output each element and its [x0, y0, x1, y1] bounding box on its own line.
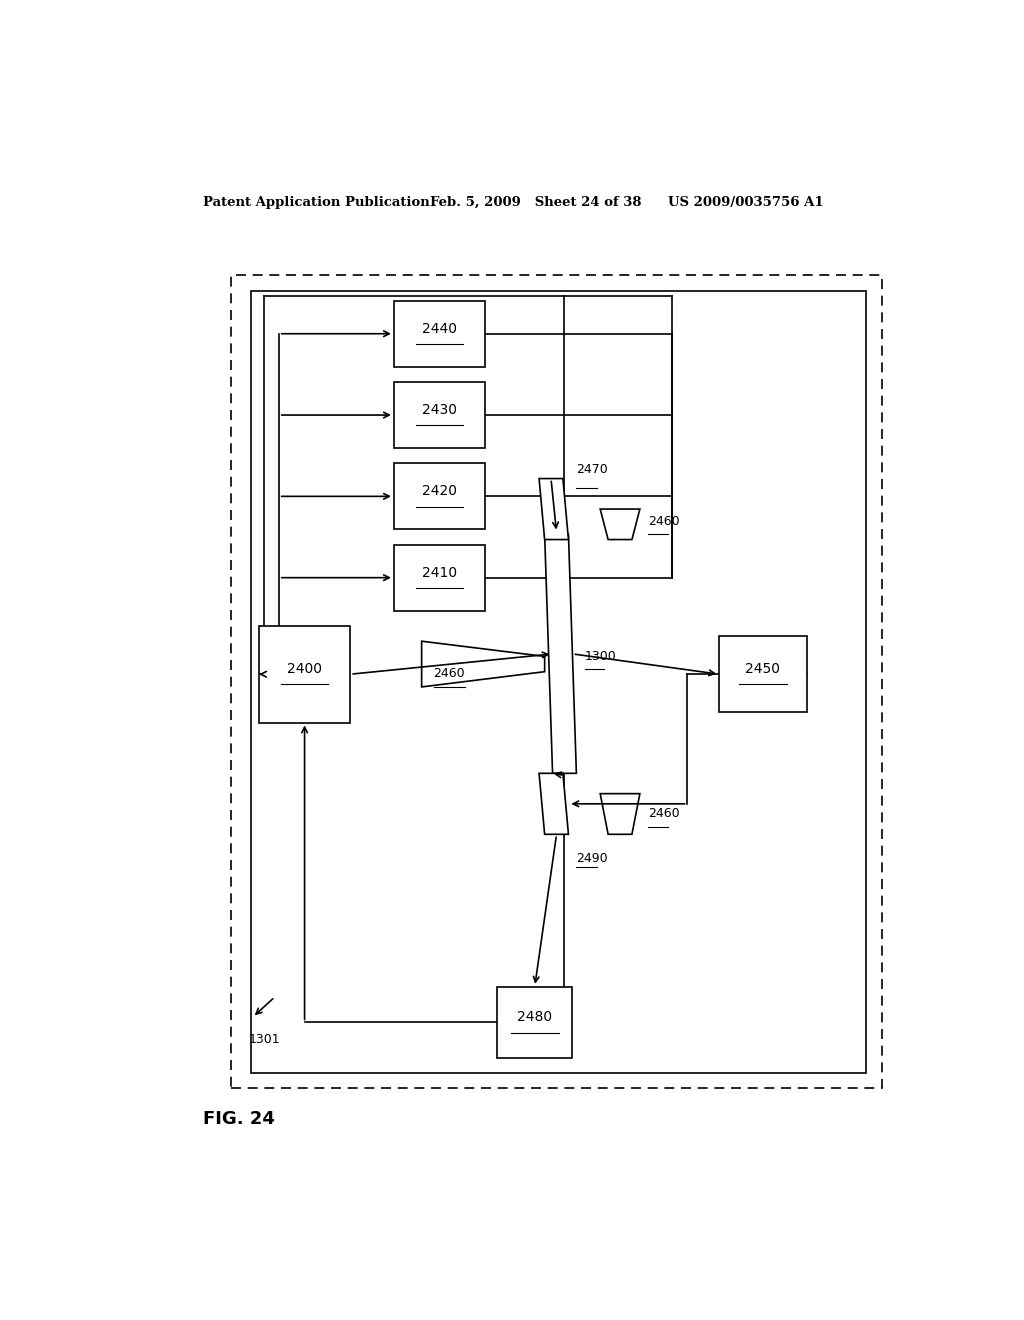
Bar [394, 463, 485, 529]
Polygon shape [539, 479, 568, 540]
Bar [719, 636, 807, 713]
Text: 1300: 1300 [585, 649, 616, 663]
Polygon shape [422, 642, 545, 686]
Text: Feb. 5, 2009   Sheet 24 of 38: Feb. 5, 2009 Sheet 24 of 38 [430, 195, 641, 209]
Text: US 2009/0035756 A1: US 2009/0035756 A1 [668, 195, 823, 209]
Text: 2450: 2450 [745, 663, 780, 676]
Text: 2440: 2440 [422, 322, 457, 335]
Bar [231, 276, 882, 1089]
Text: 2460: 2460 [648, 515, 680, 528]
Bar [394, 301, 485, 367]
Text: 2420: 2420 [422, 484, 457, 498]
Bar [259, 626, 350, 722]
Bar [251, 290, 866, 1073]
Text: 2460: 2460 [433, 667, 465, 680]
Bar [394, 545, 485, 611]
Text: 2460: 2460 [648, 808, 680, 821]
Text: 2410: 2410 [422, 565, 457, 579]
Polygon shape [600, 793, 640, 834]
Polygon shape [545, 535, 577, 774]
Text: 2400: 2400 [287, 663, 323, 676]
Polygon shape [539, 774, 568, 834]
Text: Patent Application Publication: Patent Application Publication [204, 195, 430, 209]
Bar [497, 987, 572, 1057]
Text: 1301: 1301 [249, 1034, 281, 1047]
Text: 2480: 2480 [517, 1010, 552, 1024]
Text: 2430: 2430 [422, 403, 457, 417]
Text: 2470: 2470 [577, 462, 608, 475]
Polygon shape [600, 510, 640, 540]
Text: FIG. 24: FIG. 24 [204, 1110, 275, 1127]
Text: 2490: 2490 [577, 851, 608, 865]
Bar [394, 381, 485, 447]
